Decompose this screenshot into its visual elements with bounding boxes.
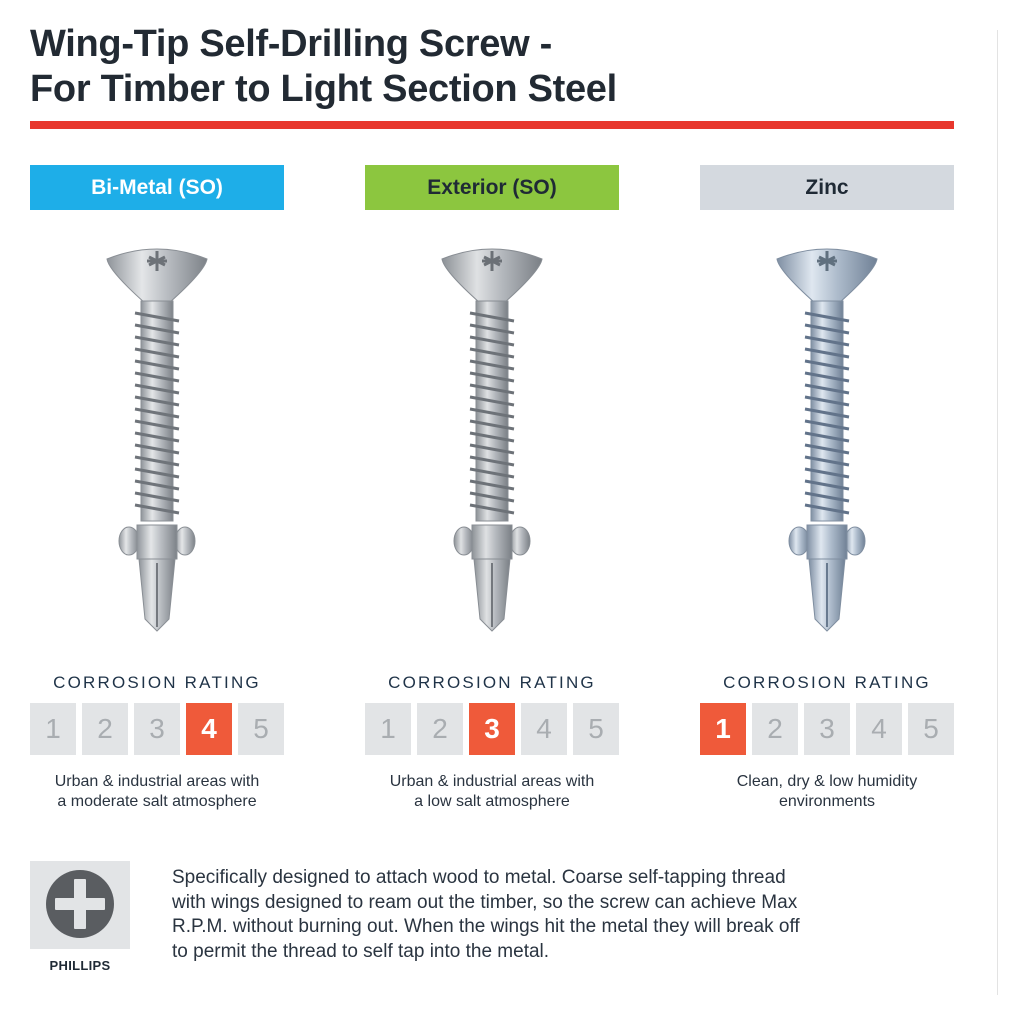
rating-cell: 3 [804,703,850,755]
environment-description-line-2: a low salt atmosphere [414,793,570,810]
screw-image-zinc [776,248,878,632]
page-title: Wing-Tip Self-Drilling Screw - For Timbe… [30,22,617,112]
finish-label-zinc: Zinc [700,165,954,210]
product-description-line-1: Specifically designed to attach wood to … [172,867,786,888]
environment-description-line-2: a moderate salt atmosphere [57,793,257,810]
product-description: Specifically designed to attach wood to … [172,866,972,964]
product-description-line-3: R.P.M. without burning out. When the win… [172,916,800,937]
title-underline [30,121,954,129]
rating-cell: 4 [856,703,902,755]
rating-cell: 5 [573,703,619,755]
rating-cell: 1 [30,703,76,755]
finish-column-bimetal: Bi-Metal (SO) CORROSION RATING 1 2 3 4 5… [30,165,284,825]
environment-description: Clean, dry & low humidity environments [690,772,964,812]
finish-label-exterior: Exterior (SO) [365,165,619,210]
finish-column-exterior: Exterior (SO) CORROSION RATING 1 2 3 4 5… [365,165,619,825]
finish-column-zinc: Zinc CORROSION RATING 1 2 3 4 5 Clean, d… [700,165,954,825]
environment-description-line-1: Urban & industrial areas with [54,773,260,790]
rating-cell: 2 [417,703,463,755]
rating-cell: 5 [238,703,284,755]
drive-type-box [30,861,130,949]
environment-description-line-1: Clean, dry & low humidity [736,773,918,790]
rating-cell-active: 3 [469,703,515,755]
rating-cell: 1 [365,703,411,755]
corrosion-rating-title: CORROSION RATING [53,673,261,692]
corrosion-rating-scale: 1 2 3 4 5 [700,703,954,755]
rating-cell-active: 1 [700,703,746,755]
rating-cell-active: 4 [186,703,232,755]
rating-cell: 2 [752,703,798,755]
environment-description-line-2: environments [778,793,876,810]
environment-description: Urban & industrial areas with a low salt… [355,772,629,812]
title-line-1: Wing-Tip Self-Drilling Screw - [30,23,552,65]
title-line-2: For Timber to Light Section Steel [30,68,617,110]
product-description-line-2: with wings designed to ream out the timb… [172,891,798,913]
rating-cell: 2 [82,703,128,755]
page-edge-divider [997,30,998,995]
rating-cell: 3 [134,703,180,755]
screw-image-exterior [441,248,543,632]
environment-description-line-1: Urban & industrial areas with [389,773,595,790]
corrosion-rating-title: CORROSION RATING [723,673,931,692]
drive-type-label: PHILLIPS [49,958,111,973]
corrosion-rating-title: CORROSION RATING [388,673,596,692]
rating-cell: 4 [521,703,567,755]
environment-description: Urban & industrial areas with a moderate… [20,772,294,812]
corrosion-rating-scale: 1 2 3 4 5 [365,703,619,755]
phillips-icon [46,870,114,938]
finish-label-bimetal: Bi-Metal (SO) [30,165,284,210]
product-description-line-4: to permit the thread to self tap into th… [172,940,550,962]
rating-cell: 5 [908,703,954,755]
corrosion-rating-scale: 1 2 3 4 5 [30,703,284,755]
screw-image-bimetal [106,248,208,632]
